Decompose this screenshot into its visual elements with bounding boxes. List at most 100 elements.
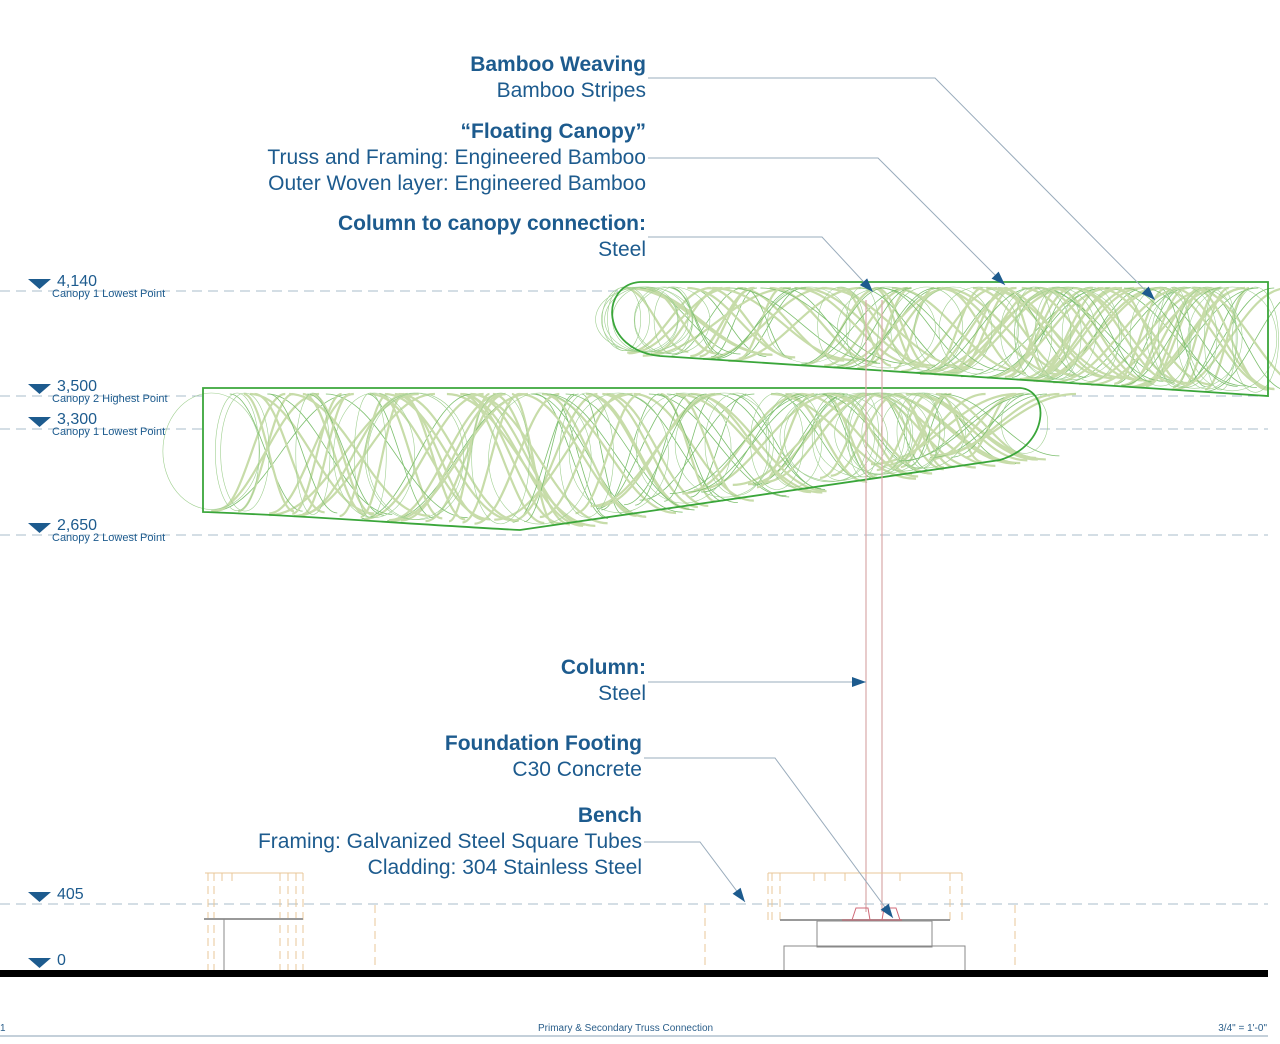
bamboo-strip	[628, 286, 731, 355]
level-marker-icon	[28, 958, 51, 968]
bamboo-strip	[492, 392, 571, 526]
bamboo-strip	[688, 393, 818, 493]
bamboo-strip	[660, 392, 717, 503]
bamboo-strip	[394, 392, 486, 521]
bamboo-strip	[462, 392, 520, 524]
bamboo-strip	[624, 286, 689, 353]
bamboo-strip	[664, 393, 716, 502]
bamboo-strip	[398, 392, 519, 522]
bamboo-strip	[715, 393, 826, 490]
foundation-footing	[783, 907, 966, 973]
annotation-text: Steel	[598, 682, 646, 705]
bamboo-strip	[801, 287, 885, 365]
bamboo-strip	[626, 286, 772, 356]
bamboo-strip	[880, 287, 984, 371]
bamboo-strip	[657, 393, 724, 502]
bamboo-strip	[622, 393, 738, 504]
level-value: 0	[57, 952, 66, 969]
level-marker-icon	[28, 892, 51, 902]
bamboo-strip	[1041, 287, 1164, 382]
bamboo-strip	[389, 392, 502, 522]
level-marker-icon	[28, 279, 51, 289]
bamboo-strip	[935, 392, 1037, 460]
bamboo-strip	[635, 393, 691, 506]
bamboo-strip	[1053, 286, 1185, 384]
canopy-outline	[202, 387, 1042, 531]
canopy-outline	[611, 281, 1269, 397]
bamboo-strip	[384, 392, 514, 522]
bamboo-strip	[1091, 286, 1222, 386]
bamboo-strip	[639, 287, 741, 355]
bamboo-strip	[671, 287, 744, 356]
bamboo-strip	[1021, 286, 1137, 381]
level-name: Canopy 1 Lowest Point	[52, 288, 166, 300]
bamboo-strip	[747, 392, 865, 486]
bamboo-strip	[1192, 286, 1280, 376]
level-marker-icon	[28, 523, 51, 533]
annotation-text: Outer Woven layer: Engineered Bamboo	[268, 172, 646, 195]
bamboo-strip	[893, 286, 935, 370]
drawing-scale: 3/4" = 1'-0"	[1218, 1023, 1267, 1034]
bamboo-strip	[535, 393, 609, 519]
bamboo-strip	[875, 286, 931, 370]
annotation: “Floating Canopy” Truss and Framing: Engi…	[267, 119, 646, 197]
drawing-title: Primary & Secondary Truss Connection	[538, 1023, 714, 1034]
annotation-title: Foundation Footing	[444, 732, 642, 755]
canopy-1	[595, 281, 1280, 397]
bamboo-strip	[650, 286, 723, 355]
bamboo-strip	[360, 392, 405, 519]
bamboo-strip	[934, 286, 1060, 376]
level-name: Canopy 2 Highest Point	[52, 393, 168, 405]
level-marker-icon	[28, 417, 51, 427]
leader-arrow-icon	[732, 887, 745, 902]
bamboo-strip	[511, 392, 598, 523]
level-marker-icon	[28, 384, 51, 394]
bamboo-strip	[800, 392, 919, 478]
bamboo-strip	[884, 392, 986, 467]
bamboo-strip	[1071, 287, 1152, 383]
bamboo-strip	[1039, 286, 1143, 382]
annotation-title: Column to canopy connection:	[338, 212, 646, 235]
bamboo-strip	[1031, 286, 1104, 381]
bamboo-strip	[675, 392, 742, 500]
bamboo-strip	[1072, 286, 1175, 384]
bamboo-strip	[1143, 287, 1257, 389]
bamboo-strip	[302, 392, 367, 516]
annotation-text: Bamboo Stripes	[496, 79, 646, 102]
bamboo-strip	[367, 393, 434, 519]
bamboo-strip	[289, 392, 430, 517]
bamboo-strip	[291, 392, 342, 515]
leader-arrow-icon	[991, 271, 1005, 285]
bamboo-strip	[311, 392, 375, 517]
bamboo-strip	[834, 392, 913, 476]
bamboo-strip	[1114, 286, 1186, 386]
bamboo-strip	[448, 392, 490, 523]
annotation-text: Framing: Galvanized Steel Square Tubes	[257, 830, 642, 853]
bamboo-strip	[364, 392, 484, 521]
bamboo-strip	[930, 392, 1077, 457]
annotation: Bamboo Weaving Bamboo Stripes	[470, 52, 646, 104]
annotation: Foundation Footing C30 Concrete	[445, 731, 642, 783]
bamboo-strip	[325, 393, 468, 519]
level-value: 405	[57, 886, 84, 903]
bamboo-strip	[210, 393, 352, 513]
bamboo-strip	[307, 393, 384, 516]
canopy-2	[162, 387, 1077, 531]
bamboo-strip	[876, 392, 930, 472]
bamboo-strip	[565, 393, 695, 511]
leader-arrow-icon	[859, 278, 873, 292]
column	[865, 300, 883, 912]
annotation-text: Steel	[598, 238, 646, 261]
leader-line	[648, 77, 1156, 301]
bamboo-strip	[1129, 286, 1246, 388]
bamboo-strip	[1004, 286, 1072, 379]
bamboo-strip	[769, 286, 878, 364]
bamboo-strip	[268, 393, 338, 514]
annotation: Bench Framing: Galvanized Steel Square Tu…	[258, 803, 642, 881]
bamboo-strip	[1121, 287, 1221, 387]
bamboo-strip	[639, 393, 755, 501]
bamboo-strip	[1205, 301, 1280, 392]
leader-arrow-icon	[1141, 286, 1155, 300]
bamboo-strip	[670, 287, 723, 355]
